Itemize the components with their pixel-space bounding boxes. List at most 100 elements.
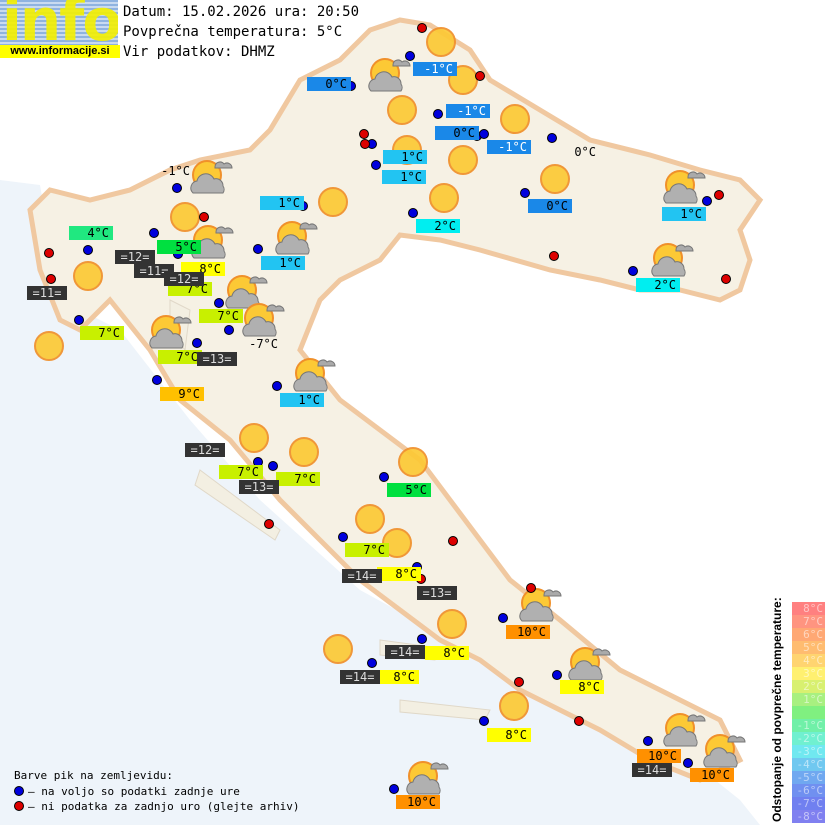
- station-temperature: 8°C: [425, 646, 469, 660]
- sun-icon: [289, 437, 319, 467]
- station-dot-available[interactable]: [479, 129, 489, 139]
- sun-icon: [355, 504, 385, 534]
- scale-title: Odstopanje od povprečne temperature:: [770, 597, 784, 822]
- station-dot-available[interactable]: [479, 716, 489, 726]
- blue-dot-icon: [14, 786, 24, 796]
- station-dot-available[interactable]: [405, 51, 415, 61]
- sun-icon: [448, 65, 478, 95]
- station-temperature: 7°C: [80, 326, 124, 340]
- station-dot-available[interactable]: [152, 375, 162, 385]
- station-temperature: 10°C: [637, 749, 681, 763]
- sun-behind-cloud-icon: [218, 270, 270, 316]
- station-temperature: -1°C: [161, 164, 190, 178]
- station-dot-missing[interactable]: [448, 536, 458, 546]
- sun-icon: [387, 95, 417, 125]
- station-dot-available[interactable]: [433, 109, 443, 119]
- station-dot-missing[interactable]: [359, 129, 369, 139]
- station-dot-available[interactable]: [547, 133, 557, 143]
- sun-icon: [429, 183, 459, 213]
- scale-step: 2°C: [792, 680, 825, 693]
- station-dot-available[interactable]: [628, 266, 638, 276]
- station-dot-available[interactable]: [268, 461, 278, 471]
- sun-behind-cloud-icon: [696, 729, 748, 775]
- sun-icon: [323, 634, 353, 664]
- station-dot-available[interactable]: [417, 634, 427, 644]
- station-dot-available[interactable]: [192, 338, 202, 348]
- station-dot-missing[interactable]: [360, 139, 370, 149]
- station-dot-available[interactable]: [338, 532, 348, 542]
- sea-temperature: =12=: [115, 250, 155, 264]
- station-dot-available[interactable]: [683, 758, 693, 768]
- station-dot-available[interactable]: [702, 196, 712, 206]
- sea-temperature: =14=: [385, 645, 425, 659]
- station-dot-available[interactable]: [379, 472, 389, 482]
- station-dot-missing[interactable]: [44, 248, 54, 258]
- legend-missing-text: – ni podatka za zadnjo uro (glejte arhiv…: [28, 800, 300, 813]
- station-temperature: 1°C: [260, 196, 304, 210]
- deviation-scale: 8°C 7°C 6°C 5°C 4°C 3°C 2°C 1°C -1°C -2°C -3°C -4°C…: [792, 602, 825, 823]
- scale-step: 8°C: [792, 602, 825, 615]
- station-dot-available[interactable]: [643, 736, 653, 746]
- station-dot-missing[interactable]: [574, 716, 584, 726]
- station-dot-available[interactable]: [74, 315, 84, 325]
- station-temperature: 7°C: [219, 465, 263, 479]
- station-temperature: 8°C: [560, 680, 604, 694]
- station-dot-available[interactable]: [253, 244, 263, 254]
- sun-icon: [500, 104, 530, 134]
- scale-step: 7°C: [792, 615, 825, 628]
- station-dot-available[interactable]: [214, 298, 224, 308]
- station-dot-available[interactable]: [408, 208, 418, 218]
- station-dot-available[interactable]: [371, 160, 381, 170]
- sea-temperature: =14=: [632, 763, 672, 777]
- station-temperature: -1°C: [446, 104, 490, 118]
- station-temperature: 7°C: [276, 472, 320, 486]
- station-dot-missing[interactable]: [264, 519, 274, 529]
- station-dot-available[interactable]: [498, 613, 508, 623]
- station-dot-available[interactable]: [367, 658, 377, 668]
- scale-step: 3°C: [792, 667, 825, 680]
- station-temperature: 0°C: [528, 199, 572, 213]
- sea-temperature: =13=: [197, 352, 237, 366]
- logo-text: info: [2, 0, 118, 45]
- station-temperature: 10°C: [506, 625, 550, 639]
- sea-temperature: =14=: [342, 569, 382, 583]
- station-dot-available[interactable]: [552, 670, 562, 680]
- station-dot-available[interactable]: [389, 784, 399, 794]
- site-url[interactable]: www.informacije.si: [0, 45, 120, 58]
- station-dot-missing[interactable]: [714, 190, 724, 200]
- station-dot-available[interactable]: [224, 325, 234, 335]
- station-temperature: 0°C: [307, 77, 351, 91]
- sun-behind-cloud-icon: [268, 216, 320, 262]
- station-temperature: 1°C: [280, 393, 324, 407]
- sun-behind-cloud-icon: [644, 238, 696, 284]
- station-dot-missing[interactable]: [417, 23, 427, 33]
- legend-available: – na voljo so podatki zadnje ure: [14, 784, 240, 800]
- data-source: Vir podatkov: DHMZ: [123, 44, 275, 60]
- station-dot-available[interactable]: [149, 228, 159, 238]
- scale-step: -4°C: [792, 758, 825, 771]
- station-dot-missing[interactable]: [549, 251, 559, 261]
- station-temperature: 1°C: [382, 170, 426, 184]
- sun-icon: [239, 423, 269, 453]
- station-dot-missing[interactable]: [46, 274, 56, 284]
- sea-temperature: =13=: [417, 586, 457, 600]
- station-dot-missing[interactable]: [199, 212, 209, 222]
- sun-icon: [540, 164, 570, 194]
- station-dot-missing[interactable]: [721, 274, 731, 284]
- station-dot-missing[interactable]: [526, 583, 536, 593]
- station-dot-available[interactable]: [172, 183, 182, 193]
- legend-title: Barve pik na zemljevidu:: [14, 769, 173, 782]
- sun-behind-cloud-icon: [656, 165, 708, 211]
- station-dot-available[interactable]: [520, 188, 530, 198]
- logo[interactable]: info: [0, 0, 118, 45]
- station-dot-available[interactable]: [272, 381, 282, 391]
- station-dot-available[interactable]: [83, 245, 93, 255]
- scale-step: -3°C: [792, 745, 825, 758]
- station-temperature: 1°C: [383, 150, 427, 164]
- station-dot-missing[interactable]: [514, 677, 524, 687]
- sun-icon: [170, 202, 200, 232]
- sun-behind-cloud-icon: [399, 756, 451, 802]
- station-dot-missing[interactable]: [475, 71, 485, 81]
- sun-icon: [318, 187, 348, 217]
